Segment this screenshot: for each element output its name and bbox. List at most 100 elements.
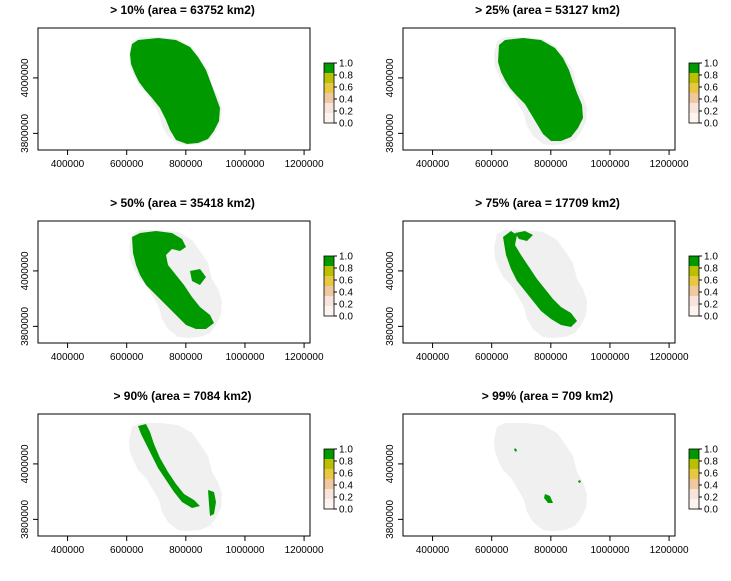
y-tick-label: 3800000	[20, 306, 31, 345]
x-tick-label: 600000	[475, 545, 509, 556]
legend-frame	[323, 62, 335, 124]
x-tick-label: 400000	[416, 352, 450, 363]
legend-label: 0.0	[704, 312, 718, 323]
legend-label: 0.4	[704, 481, 718, 492]
map-plot: 400000 600000 800000 1000000 1200000 3800000 4…	[20, 27, 353, 170]
legend-swatch	[689, 449, 699, 460]
x-tick-label: 400000	[51, 159, 85, 170]
legend-swatch	[324, 306, 334, 317]
legend-swatch	[324, 83, 334, 94]
plot-frame	[402, 413, 676, 537]
panel-title: > 90% (area = 7084 km2)	[113, 389, 252, 403]
legend-swatch	[324, 296, 334, 307]
legend-label: 0.6	[339, 276, 353, 287]
legend-label: 0.2	[339, 300, 353, 311]
legend-label: 0.2	[339, 107, 353, 118]
y-tick-label: 3800000	[20, 499, 31, 538]
legend-label: 0.2	[704, 300, 718, 311]
y-tick-label: 4000000	[20, 444, 31, 483]
legend-swatch	[689, 113, 699, 124]
legend-label: 0.6	[704, 276, 718, 287]
legend-swatch	[324, 459, 334, 470]
legend-label: 0.8	[339, 457, 353, 468]
x-tick-label: 1000000	[590, 159, 629, 170]
legend-frame	[323, 448, 335, 510]
legend-label: 0.0	[339, 312, 353, 323]
y-tick-label: 4000000	[385, 58, 396, 97]
x-tick-label: 1000000	[590, 352, 629, 363]
legend-swatch	[324, 469, 334, 480]
legend-swatch	[689, 479, 699, 490]
legend-swatch	[689, 276, 699, 287]
legend-swatch	[689, 103, 699, 114]
plot-frame	[37, 27, 311, 151]
legend-label: 0.0	[339, 505, 353, 516]
selected-area	[514, 448, 517, 452]
x-tick-label: 600000	[475, 159, 509, 170]
legend-label: 1.0	[704, 445, 718, 456]
map-panel: > 90% (area = 7084 km2) 400000 600000 80000…	[0, 386, 365, 579]
x-tick-label: 1200000	[285, 545, 324, 556]
legend-label: 0.6	[339, 469, 353, 480]
y-tick-label: 4000000	[385, 444, 396, 483]
x-tick-label: 600000	[110, 159, 144, 170]
x-tick-label: 1200000	[285, 352, 324, 363]
selected-area	[544, 494, 553, 503]
legend-label: 0.4	[339, 288, 353, 299]
legend-label: 0.8	[339, 71, 353, 82]
map-panel: > 10% (area = 63752 km2) 400000 600000 8000…	[0, 0, 365, 193]
map-panel: > 25% (area = 53127 km2) 400000 600000 8000…	[365, 0, 730, 193]
x-tick-label: 1200000	[285, 159, 324, 170]
legend-swatch	[689, 93, 699, 104]
legend-label: 0.6	[704, 83, 718, 94]
legend-swatch	[324, 449, 334, 460]
legend-swatch	[689, 256, 699, 267]
x-tick-label: 1000000	[590, 545, 629, 556]
selected-area	[132, 231, 214, 329]
legend-swatch	[689, 296, 699, 307]
legend-label: 0.2	[339, 493, 353, 504]
x-tick-label: 800000	[169, 545, 203, 556]
x-tick-label: 1000000	[225, 159, 264, 170]
legend-label: 0.8	[704, 71, 718, 82]
legend-label: 0.4	[704, 95, 718, 106]
legend-swatch	[324, 276, 334, 287]
legend-swatch	[689, 489, 699, 500]
legend-frame	[688, 255, 700, 317]
legend-swatch	[324, 266, 334, 277]
x-tick-label: 800000	[169, 352, 203, 363]
study-region	[129, 423, 222, 531]
selected-area	[578, 480, 581, 483]
x-tick-label: 800000	[534, 545, 568, 556]
map-plot: 400000 600000 800000 1000000 1200000 3800000 4…	[385, 27, 718, 170]
panel-title: > 50% (area = 35418 km2)	[110, 196, 255, 210]
x-tick-label: 600000	[110, 352, 144, 363]
legend-label: 0.4	[339, 481, 353, 492]
legend-swatch	[324, 63, 334, 74]
selected-area	[130, 38, 220, 144]
x-tick-label: 1200000	[650, 545, 689, 556]
panel-title: > 25% (area = 53127 km2)	[475, 3, 620, 17]
plot-frame	[37, 220, 311, 344]
legend-label: 1.0	[339, 445, 353, 456]
legend-swatch	[689, 306, 699, 317]
map-panel: > 50% (area = 35418 km2) 400000 600000 8000…	[0, 193, 365, 386]
legend-frame	[688, 448, 700, 510]
legend-label: 1.0	[704, 59, 718, 70]
legend-swatch	[689, 63, 699, 74]
legend-label: 1.0	[339, 59, 353, 70]
legend-swatch	[324, 286, 334, 297]
legend-label: 0.4	[704, 288, 718, 299]
x-tick-label: 600000	[475, 352, 509, 363]
study-region	[494, 423, 587, 531]
x-tick-label: 400000	[416, 159, 450, 170]
y-tick-label: 3800000	[385, 306, 396, 345]
y-tick-label: 3800000	[385, 499, 396, 538]
legend-label: 0.6	[339, 83, 353, 94]
panel-title: > 10% (area = 63752 km2)	[110, 3, 255, 17]
legend-label: 0.6	[704, 469, 718, 480]
map-panel: > 99% (area = 709 km2) 400000 600000 800000…	[365, 386, 730, 579]
legend-label: 0.4	[339, 95, 353, 106]
legend-label: 0.8	[704, 264, 718, 275]
legend-swatch	[324, 93, 334, 104]
